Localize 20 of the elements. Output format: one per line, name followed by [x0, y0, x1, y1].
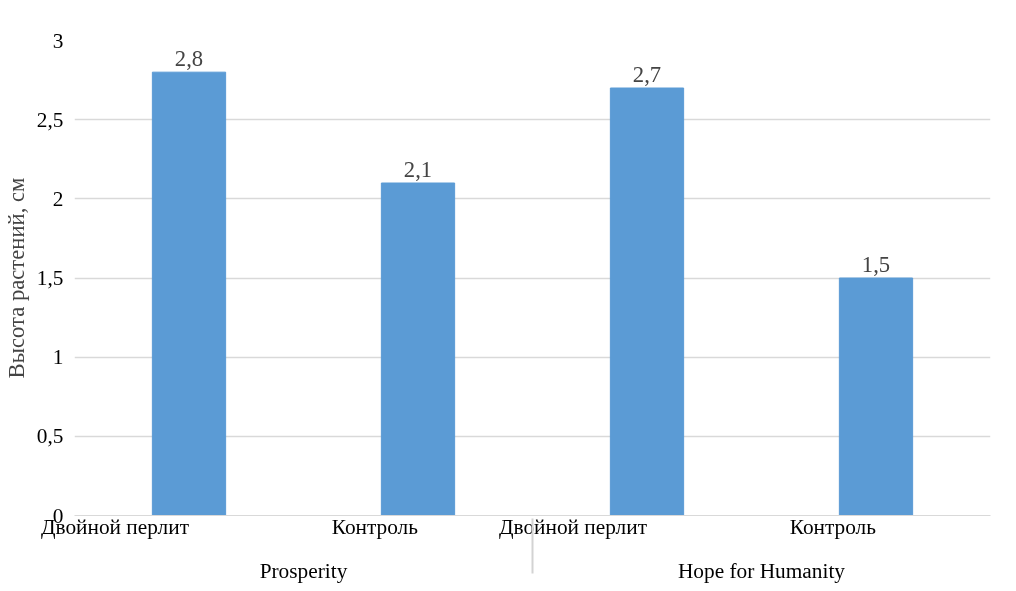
y-tick-label: 0,5 — [36, 424, 64, 449]
y-tick-label: 1,5 — [36, 266, 64, 290]
y-tick-label: 2 — [52, 186, 64, 211]
text: Prosperity — [259, 558, 348, 583]
x-tick-label: Двойной перлит — [498, 514, 648, 539]
y-tick-label: 3 — [52, 28, 64, 53]
bar — [838, 277, 914, 516]
text: Hope for Humanity — [677, 558, 846, 583]
data-label: 1,5 — [861, 252, 891, 277]
y-tick-label: 2,5 — [36, 107, 64, 132]
bar — [380, 182, 456, 516]
data-label: 2,7 — [632, 62, 662, 87]
data-label: 2,8 — [174, 46, 204, 72]
x-tick-label: Контроль — [789, 514, 877, 539]
y-axis-title: Высота растений, см — [3, 177, 29, 379]
data-label: 2,1 — [403, 157, 433, 182]
y-tick-label: 1 — [52, 345, 64, 370]
bar — [151, 71, 227, 516]
x-tick-label: Контроль — [331, 514, 419, 539]
bar — [609, 87, 685, 516]
